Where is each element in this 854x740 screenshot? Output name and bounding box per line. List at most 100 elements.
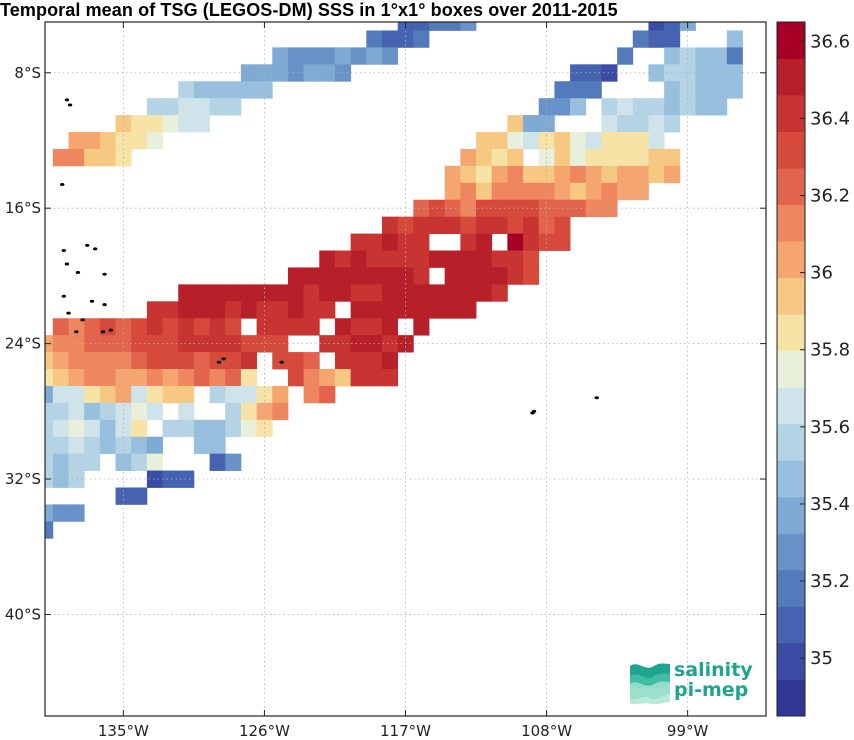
heatmap-cell [84, 385, 101, 404]
heatmap-cell [585, 148, 602, 167]
heatmap-cell [240, 369, 257, 387]
heatmap-cell [131, 487, 148, 505]
heatmap-cell [256, 301, 273, 319]
heatmap-cell [178, 352, 195, 370]
island-shape [594, 396, 599, 400]
y-tick-label: 8°S [14, 64, 41, 82]
heatmap-cell [209, 436, 226, 455]
heatmap-cell [115, 385, 132, 404]
heatmap-cell [350, 318, 367, 336]
heatmap-cell [554, 199, 571, 218]
heatmap-cell [193, 81, 210, 99]
heatmap-cell [554, 182, 571, 201]
heatmap-cell [476, 182, 493, 201]
heatmap-cell [523, 132, 540, 150]
heatmap-cell [648, 132, 665, 150]
heatmap-cell [664, 115, 681, 133]
heatmap-cell [601, 165, 618, 184]
heatmap-cell [287, 284, 305, 302]
heatmap-cell [99, 436, 116, 455]
heatmap-cell [491, 267, 508, 285]
heatmap-cell [491, 284, 508, 302]
heatmap-cell [711, 47, 728, 65]
x-tick-label: 135°W [98, 722, 149, 740]
colorbar-tick-label: 36.6 [810, 31, 850, 52]
heatmap-cell [225, 335, 242, 353]
logo-wordmark: salinity pi-mep [674, 660, 753, 700]
heatmap-cell [632, 165, 649, 184]
heatmap-cell [84, 318, 101, 336]
heatmap-cell [664, 81, 681, 99]
heatmap-cell [413, 318, 430, 336]
heatmap-cell [460, 233, 477, 251]
heatmap-cell [272, 301, 289, 319]
heatmap-cell [131, 115, 148, 133]
heatmap-cell [162, 301, 179, 319]
heatmap-cell [381, 369, 399, 387]
heatmap-cell [99, 419, 116, 438]
heatmap-cell [146, 453, 163, 471]
heatmap-cell [366, 284, 383, 302]
heatmap-cell [476, 284, 493, 302]
heatmap-cell [45, 436, 54, 455]
heatmap-cell [570, 199, 587, 218]
heatmap-cell [554, 132, 571, 150]
heatmap-cell [538, 233, 555, 251]
heatmap-cell [429, 284, 446, 302]
heatmap-cell [146, 369, 163, 387]
heatmap-cell [146, 436, 163, 455]
heatmap-cell [397, 267, 414, 285]
heatmap-cell [84, 436, 101, 455]
colorbar-segment [777, 277, 805, 315]
heatmap-cell [162, 335, 179, 353]
heatmap-cell [570, 148, 587, 167]
island-shape [92, 247, 98, 251]
island-shape [100, 330, 106, 334]
colorbar-segment [777, 131, 805, 169]
heatmap-cell [209, 369, 226, 387]
heatmap-cell [162, 318, 179, 336]
island-shape [216, 360, 222, 364]
colorbar-ticks: 35 35.2 35.4 35.6 35.8 36 36.2 36.4 36.6 [800, 31, 850, 669]
island-shape [74, 330, 79, 334]
heatmap-cell [225, 352, 242, 370]
colorbar-segment [777, 423, 805, 461]
heatmap-cell [554, 165, 571, 184]
heatmap-cell [303, 352, 320, 370]
heatmap-cell [601, 199, 618, 218]
heatmap-cell [193, 335, 210, 353]
heatmap-cell [178, 284, 195, 302]
heatmap-cell [381, 352, 399, 370]
heatmap-cell [476, 233, 493, 251]
heatmap-cell [178, 385, 195, 404]
heatmap-cell [648, 148, 665, 167]
heatmap-cell [460, 165, 477, 184]
heatmap-cell [648, 64, 665, 82]
map-grid [45, 22, 766, 716]
colorbar-segment [777, 314, 805, 352]
heatmap-cell [131, 385, 148, 404]
chart-title: Temporal mean of TSG (LEGOS-DM) SSS in 1… [0, 0, 618, 20]
heatmap-cell [648, 115, 665, 133]
heatmap-cell [366, 30, 383, 48]
heatmap-cell [319, 369, 336, 387]
heatmap-cell [381, 30, 399, 48]
heatmap-cell [491, 165, 508, 184]
heatmap-cell [523, 216, 540, 234]
heatmap-cell [538, 199, 555, 218]
heatmap-cell [52, 419, 69, 438]
heatmap-cell [193, 115, 210, 133]
heatmap-cell [209, 301, 226, 319]
heatmap-cell [413, 267, 430, 285]
heatmap-cell [381, 335, 399, 353]
heatmap-cell [350, 284, 367, 302]
heatmap-cell [554, 216, 571, 234]
heatmap-cell [664, 22, 681, 31]
heatmap-cell [319, 301, 336, 319]
heatmap-cell [570, 98, 587, 116]
heatmap-cell [68, 385, 85, 404]
heatmap-cell [617, 132, 634, 150]
heatmap-cell [146, 132, 163, 150]
heatmap-cell [601, 64, 618, 82]
heatmap-cell [617, 98, 634, 116]
